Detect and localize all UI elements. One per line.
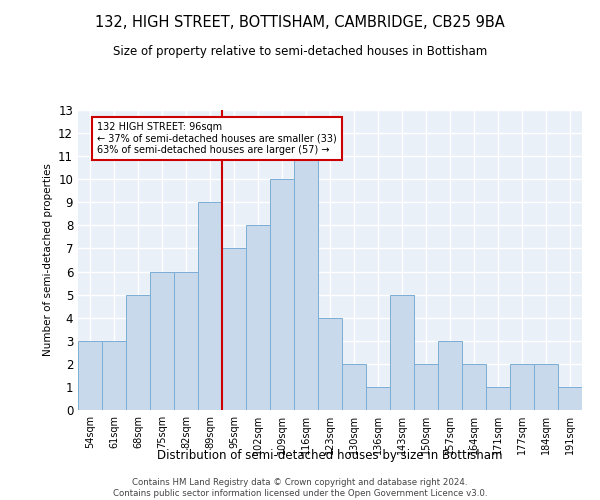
Bar bbox=[390, 294, 414, 410]
Bar bbox=[462, 364, 486, 410]
Text: 132, HIGH STREET, BOTTISHAM, CAMBRIDGE, CB25 9BA: 132, HIGH STREET, BOTTISHAM, CAMBRIDGE, … bbox=[95, 15, 505, 30]
Bar bbox=[174, 272, 198, 410]
Bar bbox=[294, 156, 318, 410]
Bar bbox=[510, 364, 534, 410]
Bar bbox=[318, 318, 342, 410]
Bar bbox=[534, 364, 558, 410]
Bar bbox=[270, 179, 294, 410]
Bar bbox=[414, 364, 438, 410]
Text: Distribution of semi-detached houses by size in Bottisham: Distribution of semi-detached houses by … bbox=[157, 448, 503, 462]
Bar bbox=[198, 202, 222, 410]
Text: Size of property relative to semi-detached houses in Bottisham: Size of property relative to semi-detach… bbox=[113, 45, 487, 58]
Bar bbox=[78, 341, 102, 410]
Text: Contains HM Land Registry data © Crown copyright and database right 2024.
Contai: Contains HM Land Registry data © Crown c… bbox=[113, 478, 487, 498]
Bar bbox=[126, 294, 150, 410]
Bar bbox=[486, 387, 510, 410]
Bar bbox=[222, 248, 246, 410]
Bar bbox=[438, 341, 462, 410]
Bar bbox=[102, 341, 126, 410]
Y-axis label: Number of semi-detached properties: Number of semi-detached properties bbox=[43, 164, 53, 356]
Bar bbox=[366, 387, 390, 410]
Bar bbox=[246, 226, 270, 410]
Bar bbox=[342, 364, 366, 410]
Bar bbox=[150, 272, 174, 410]
Bar bbox=[558, 387, 582, 410]
Text: 132 HIGH STREET: 96sqm
← 37% of semi-detached houses are smaller (33)
63% of sem: 132 HIGH STREET: 96sqm ← 37% of semi-det… bbox=[97, 122, 337, 154]
